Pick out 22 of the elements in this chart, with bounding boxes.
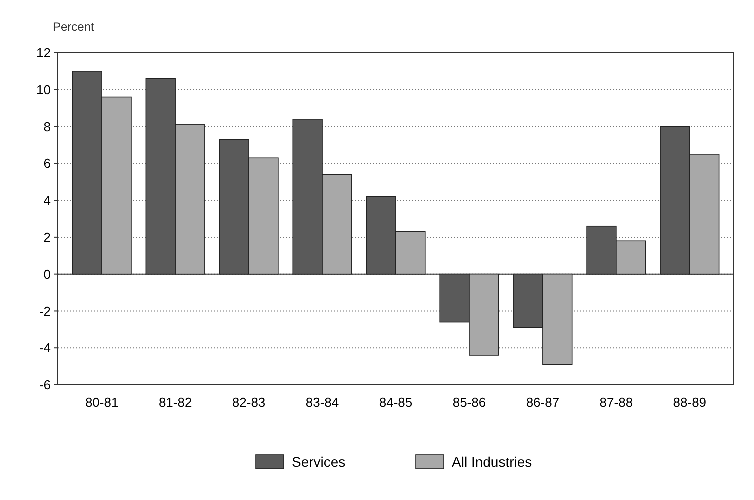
- x-tick-label: 85-86: [452, 395, 486, 410]
- x-tick-label: 83-84: [306, 395, 340, 410]
- x-tick-label: 88-89: [673, 395, 707, 410]
- y-tick-label: 12: [36, 46, 51, 61]
- x-tick-label: 87-88: [600, 395, 634, 410]
- legend-label: All Industries: [452, 454, 532, 470]
- x-tick-label: 82-83: [232, 395, 266, 410]
- y-tick-label: -2: [39, 304, 51, 319]
- y-tick-label: 2: [44, 230, 51, 245]
- y-tick-label: 4: [44, 193, 51, 208]
- y-tick-label: 6: [44, 156, 51, 172]
- x-tick-label: 86-87: [526, 395, 560, 410]
- y-tick-label: 8: [44, 119, 51, 134]
- y-tick-label: -6: [39, 378, 51, 393]
- x-tick-label: 80-81: [85, 395, 119, 410]
- y-tick-label: -4: [39, 340, 51, 356]
- y-axis-title: Percent: [53, 20, 96, 34]
- y-tick-label: 0: [44, 266, 51, 282]
- x-tick-label: 81-82: [158, 395, 192, 410]
- x-tick-label: 84-85: [379, 395, 413, 410]
- y-tick-label: 10: [36, 82, 51, 98]
- legend-label: Services: [292, 454, 346, 470]
